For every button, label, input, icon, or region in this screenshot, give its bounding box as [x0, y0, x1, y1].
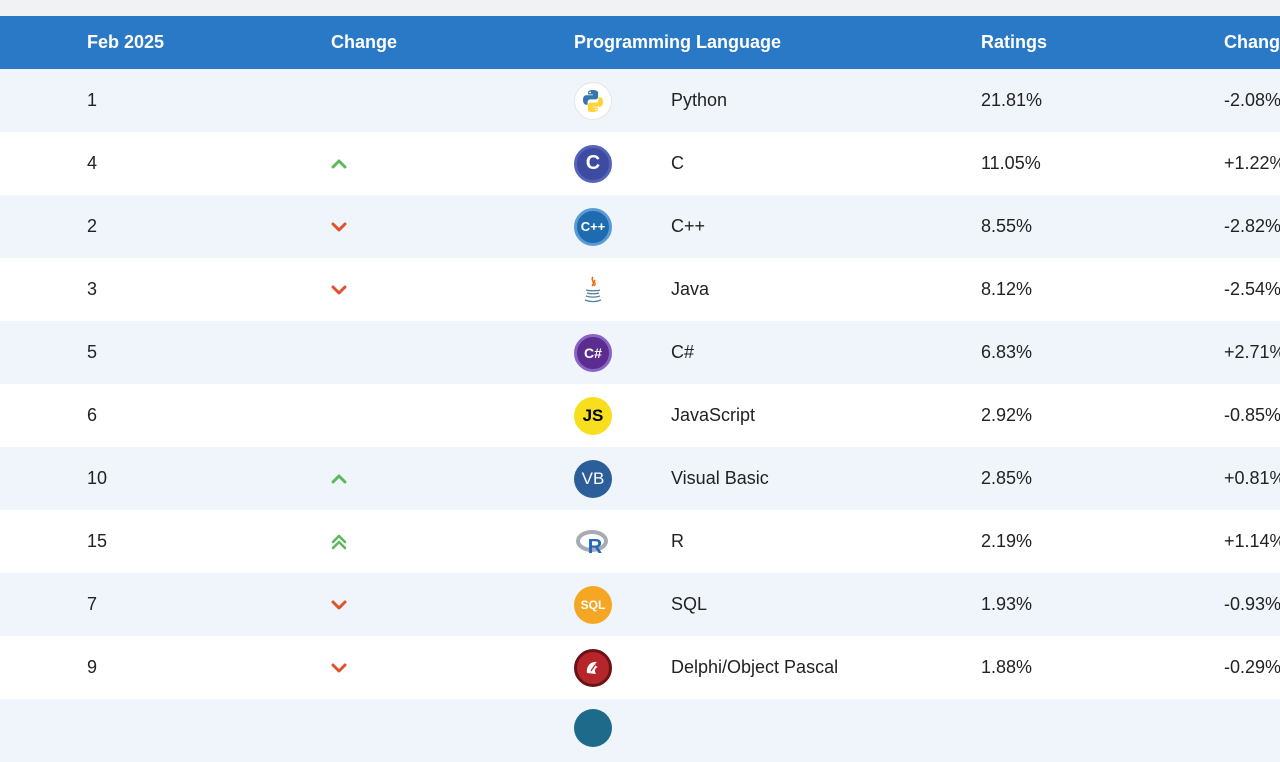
rating-cell: 8.55% — [981, 216, 1033, 236]
rank-cell: 5 — [87, 342, 98, 362]
change-pct-cell: -2.08% — [1224, 90, 1280, 110]
r-logo-letter: R — [588, 536, 603, 556]
trend-down-icon — [331, 636, 347, 699]
language-icon-cell: JS — [574, 384, 612, 447]
rank-cell: 10 — [87, 468, 108, 488]
rating-cell: 2.19% — [981, 531, 1033, 551]
rank-cell: 3 — [87, 279, 98, 299]
language-icon-cell — [574, 69, 612, 132]
cpp-logo-letter: C++ — [580, 219, 606, 234]
visual-basic-logo-icon: VB — [574, 459, 612, 498]
vb-logo-letter: VB — [581, 468, 605, 488]
rank-cell: 2 — [87, 216, 98, 236]
cpp-logo-icon: C++ — [574, 207, 612, 246]
delphi-logo-icon — [574, 648, 612, 687]
python-logo-icon — [574, 81, 612, 120]
header-change-pct[interactable]: Change — [1224, 32, 1280, 52]
table-row: 2 C++ C++ 8.55% -2.82% — [0, 195, 1280, 258]
trend-double-up-icon — [331, 510, 347, 573]
change-pct-cell: +2.71% — [1224, 342, 1280, 362]
trend-down-icon — [331, 195, 347, 258]
language-icon-cell: C — [574, 132, 612, 195]
language-icon-cell — [574, 258, 612, 321]
language-icon-cell: C++ — [574, 195, 612, 258]
language-name[interactable]: R — [671, 531, 684, 551]
table-row: 5 C# C# 6.83% +2.71% — [0, 321, 1280, 384]
rating-cell: 8.12% — [981, 279, 1033, 299]
c-logo-icon: C — [574, 144, 612, 183]
rank-cell: 15 — [87, 531, 108, 551]
language-name[interactable]: C — [671, 153, 684, 173]
table-row: 10 VB Visual Basic 2.85% +0.81% — [0, 447, 1280, 510]
table-row: 7 SQL SQL 1.93% -0.93% — [0, 573, 1280, 636]
change-pct-cell: -2.54% — [1224, 279, 1280, 299]
c-logo-letter: C — [585, 152, 601, 174]
language-name[interactable]: Visual Basic — [671, 468, 769, 488]
table-row: 6 JS JavaScript 2.92% -0.85% — [0, 384, 1280, 447]
change-pct-cell: -0.93% — [1224, 594, 1280, 614]
change-pct-cell: +1.22% — [1224, 153, 1280, 173]
java-logo-icon — [574, 270, 612, 309]
javascript-logo-icon: JS — [574, 396, 612, 435]
table-row: 3 Java 8.12% -2.54% — [0, 258, 1280, 321]
language-name[interactable]: Python — [671, 90, 728, 110]
table-row: 1 Python 21.81% -2.08% — [0, 69, 1280, 132]
language-icon-cell — [574, 699, 612, 762]
browser-top-strip — [0, 0, 1280, 17]
language-icon-cell: VB — [574, 447, 612, 510]
rank-cell: 9 — [87, 657, 98, 677]
tiobe-index-table: Feb 2025 Change Programming Language Rat… — [0, 16, 1280, 762]
language-icon-cell: R — [574, 510, 612, 573]
sql-logo-letter: SQL — [580, 597, 606, 612]
table-row: 9 Delphi/Object Pascal 1.88% -0.29% — [0, 636, 1280, 699]
csharp-logo-letter: C# — [584, 344, 602, 361]
trend-up-icon — [331, 447, 347, 510]
table-row-partial — [0, 699, 1280, 762]
language-name[interactable]: C++ — [671, 216, 706, 236]
trend-up-icon — [331, 132, 347, 195]
rank-cell: 6 — [87, 405, 98, 425]
header-change[interactable]: Change — [331, 32, 398, 52]
rating-cell: 2.92% — [981, 405, 1033, 425]
rating-cell: 11.05% — [981, 153, 1041, 173]
sql-logo-icon: SQL — [574, 585, 612, 624]
rating-cell: 21.81% — [981, 90, 1043, 110]
header-ratings[interactable]: Ratings — [981, 32, 1048, 52]
trend-down-icon — [331, 258, 347, 321]
r-logo-icon: R — [574, 522, 612, 561]
js-logo-letter: JS — [582, 405, 604, 425]
change-pct-cell: -0.85% — [1224, 405, 1280, 425]
rank-cell: 4 — [87, 153, 98, 173]
trend-down-icon — [331, 573, 347, 636]
rating-cell: 1.93% — [981, 594, 1033, 614]
change-pct-cell: +1.14% — [1224, 531, 1280, 551]
language-icon-cell: SQL — [574, 573, 612, 636]
change-pct-cell: +0.81% — [1224, 468, 1280, 488]
language-name[interactable]: Delphi/Object Pascal — [671, 657, 839, 677]
change-pct-cell: -2.82% — [1224, 216, 1280, 236]
header-rank[interactable]: Feb 2025 — [87, 32, 165, 52]
rank-cell: 7 — [87, 594, 98, 614]
table-row: 4 C C 11.05% +1.22% — [0, 132, 1280, 195]
header-language[interactable]: Programming Language — [574, 32, 782, 52]
rating-cell: 6.83% — [981, 342, 1033, 362]
change-pct-cell: -0.29% — [1224, 657, 1280, 677]
language-name[interactable]: JavaScript — [671, 405, 756, 425]
table-row: 15 R R 2.19% +1.14% — [0, 510, 1280, 573]
language-icon-cell: C# — [574, 321, 612, 384]
partial-logo-icon — [574, 709, 612, 747]
csharp-logo-icon: C# — [574, 333, 612, 372]
language-name[interactable]: Java — [671, 279, 710, 299]
language-icon-cell — [574, 636, 612, 699]
language-name[interactable]: C# — [671, 342, 695, 362]
rank-cell: 1 — [87, 90, 98, 110]
rating-cell: 2.85% — [981, 468, 1033, 488]
rating-cell: 1.88% — [981, 657, 1033, 677]
language-name[interactable]: SQL — [671, 594, 708, 614]
table-header: Feb 2025 Change Programming Language Rat… — [0, 16, 1280, 69]
